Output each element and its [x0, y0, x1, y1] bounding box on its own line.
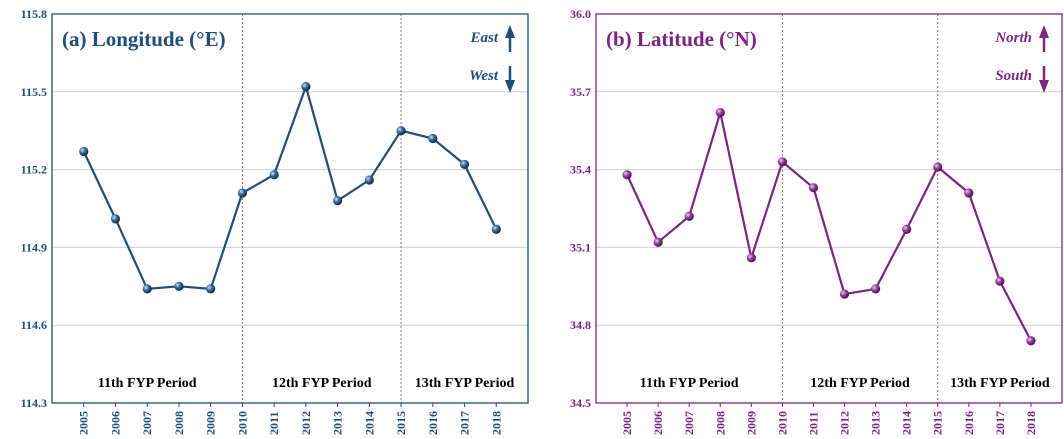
series-line	[82, 85, 498, 290]
up-arrow-icon	[1039, 25, 1049, 38]
direction-label-up: North	[994, 30, 1032, 46]
data-point	[110, 214, 121, 224]
x-tick-label: 2005	[620, 411, 634, 435]
data-point	[964, 188, 974, 198]
period-label: 12th FYP Period	[272, 376, 372, 391]
x-tick-label: 2007	[682, 411, 696, 435]
x-tick-label: 2017	[993, 411, 1007, 435]
x-tick-label: 2013	[869, 411, 883, 435]
x-tick-label: 2014	[362, 411, 376, 435]
plot-frame	[595, 13, 1063, 404]
data-point	[653, 237, 663, 247]
period-label: 11th FYP Period	[640, 376, 739, 391]
data-point	[396, 126, 406, 136]
x-tick-label: 2014	[900, 411, 914, 435]
y-tick-label: 34.5	[570, 396, 591, 410]
x-tick-label: 2005	[77, 411, 91, 435]
y-tick-label: 114.6	[21, 318, 47, 332]
data-point	[684, 211, 694, 221]
data-point	[871, 284, 881, 294]
data-point	[746, 253, 756, 263]
period-label: 13th FYP Period	[415, 376, 515, 391]
data-point	[237, 188, 247, 198]
x-tick-label: 2006	[651, 411, 665, 435]
y-tick-label: 35.4	[570, 163, 591, 177]
x-tick-label: 2009	[204, 411, 218, 435]
x-tick-label: 2011	[806, 412, 820, 435]
x-tick-label: 2015	[394, 411, 408, 435]
x-tick-label: 2017	[458, 411, 472, 435]
data-point	[491, 224, 501, 234]
x-tick-label: 2006	[108, 411, 122, 435]
data-point	[715, 107, 725, 118]
period-label: 12th FYP Period	[810, 376, 910, 391]
x-tick-label: 2018	[1024, 411, 1038, 435]
data-point	[808, 183, 819, 193]
y-tick-label: 36.0	[570, 7, 591, 21]
longitude-panel: 115.8 115.5 115.2 114.9 114.6 114.3 2005 2006 20…	[21, 7, 529, 435]
down-arrow-icon	[1039, 80, 1049, 93]
data-point	[622, 170, 632, 180]
x-tick-label: 2008	[713, 411, 727, 435]
x-tick-label: 2010	[775, 411, 789, 435]
y-tick-label: 34.8	[570, 318, 591, 332]
series-line	[626, 111, 1032, 342]
data-point	[428, 133, 438, 144]
data-point	[301, 82, 311, 92]
x-tick-label: 2012	[299, 411, 313, 435]
x-tick-label: 2007	[140, 411, 154, 435]
data-point	[933, 162, 943, 172]
x-tick-label: 2018	[489, 411, 503, 435]
x-tick-label: 2013	[331, 411, 345, 435]
data-point	[206, 284, 216, 294]
period-label: 11th FYP Period	[98, 376, 197, 391]
panel-title: (b) Latitude (°N)	[606, 27, 757, 51]
y-tick-label: 115.2	[21, 163, 47, 177]
y-tick-label: 115.8	[21, 7, 47, 21]
data-point	[839, 289, 850, 299]
direction-label-up: East	[469, 30, 498, 46]
up-arrow-icon	[505, 25, 515, 38]
y-tick-label: 114.9	[21, 240, 47, 254]
x-tick-label: 2012	[838, 411, 852, 435]
data-point	[777, 157, 788, 167]
data-point	[333, 196, 343, 206]
data-point	[995, 276, 1005, 286]
y-tick-label: 114.3	[21, 396, 47, 410]
down-arrow-icon	[505, 80, 515, 93]
data-point	[364, 175, 374, 185]
x-tick-label: 2016	[426, 411, 440, 435]
data-point	[459, 159, 470, 170]
direction-label-down: South	[995, 68, 1032, 84]
y-tick-label: 35.1	[570, 240, 591, 254]
x-tick-label: 2011	[267, 412, 281, 435]
data-point	[79, 146, 89, 157]
y-tick-label: 115.5	[21, 85, 47, 99]
period-label: 13th FYP Period	[950, 376, 1050, 391]
x-tick-label: 2008	[172, 411, 186, 435]
x-tick-label: 2016	[962, 411, 976, 435]
x-tick-label: 2010	[235, 411, 249, 435]
data-point	[902, 224, 912, 234]
y-tick-label: 35.7	[570, 85, 591, 99]
x-tick-label: 2009	[744, 411, 758, 435]
data-point	[174, 281, 184, 291]
plot-frame	[51, 13, 529, 404]
data-point	[142, 284, 152, 294]
data-point	[1026, 336, 1036, 346]
panel-title: (a) Longitude (°E)	[62, 27, 226, 51]
x-tick-label: 2015	[931, 411, 945, 435]
direction-label-down: West	[469, 68, 499, 84]
latitude-panel: 36.0 35.7 35.4 35.1 34.8 34.5 2005 2006 2007 2008…	[570, 7, 1063, 435]
data-point	[269, 170, 279, 180]
